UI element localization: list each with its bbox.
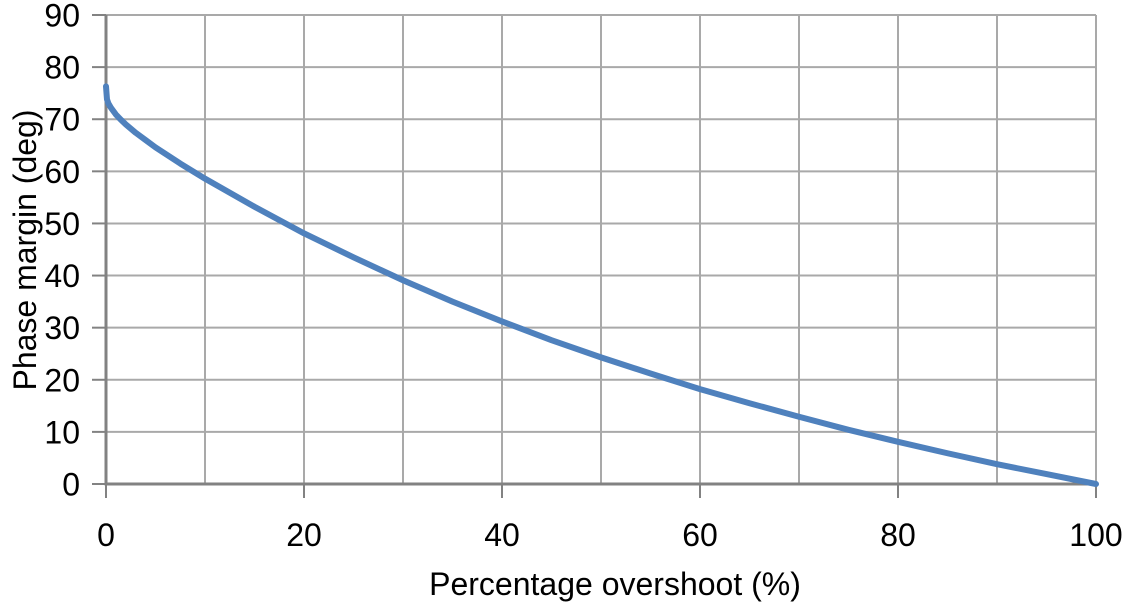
y-axis-title: Phase margin (deg) bbox=[7, 109, 43, 391]
x-axis-title: Percentage overshoot (%) bbox=[429, 566, 801, 602]
x-tick-label: 100 bbox=[1069, 517, 1122, 553]
y-tick-label: 0 bbox=[62, 467, 80, 503]
x-tick-label: 20 bbox=[286, 517, 322, 553]
series-line bbox=[103, 83, 1099, 487]
x-tick-label: 40 bbox=[484, 517, 520, 553]
y-tick-label: 20 bbox=[44, 362, 80, 398]
x-tick-label: 80 bbox=[880, 517, 916, 553]
y-tick-label: 40 bbox=[44, 258, 80, 294]
y-tick-label: 60 bbox=[44, 154, 80, 190]
y-tick-label: 80 bbox=[44, 50, 80, 86]
y-tick-label: 90 bbox=[44, 0, 80, 34]
y-tick-label: 50 bbox=[44, 206, 80, 242]
y-tick-label: 30 bbox=[44, 310, 80, 346]
x-tick-label: 60 bbox=[682, 517, 718, 553]
y-tick-label: 70 bbox=[44, 102, 80, 138]
y-tick-label: 10 bbox=[44, 414, 80, 450]
x-tick-label: 0 bbox=[97, 517, 115, 553]
